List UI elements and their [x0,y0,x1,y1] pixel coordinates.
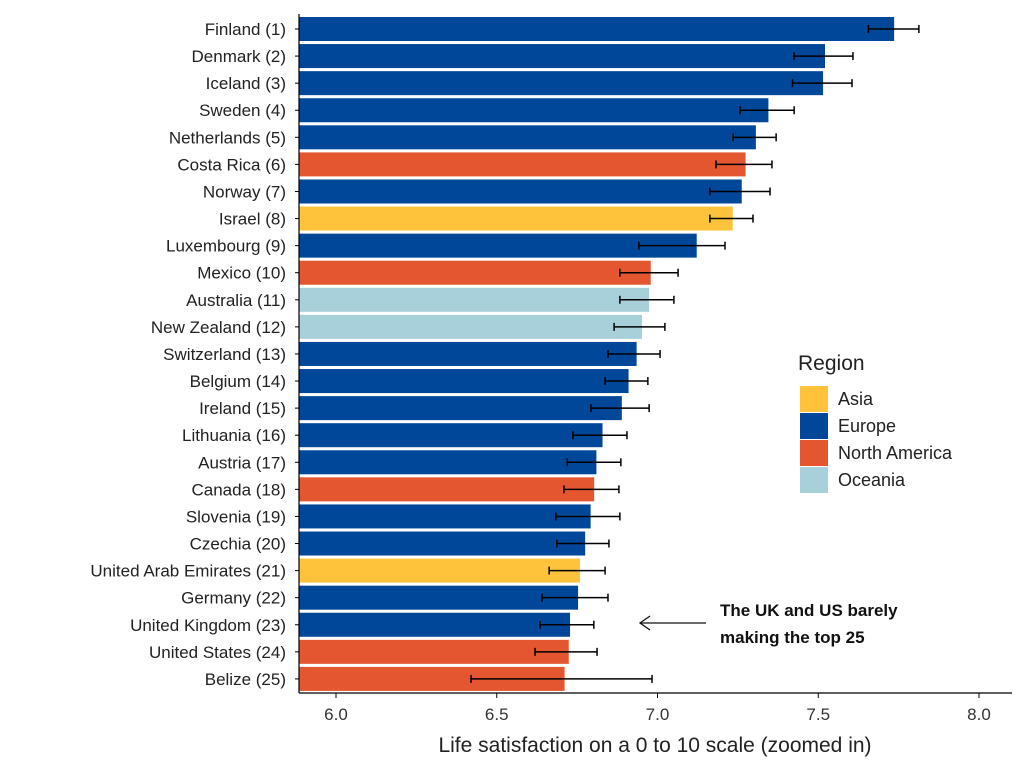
x-tick-label-1: 6.5 [485,705,509,724]
annotation-line-1: The UK and US barely [720,601,898,620]
legend-swatch-2 [800,440,828,466]
y-tick-label-1: Denmark (2) [192,47,286,66]
y-tick-label-7: Israel (8) [219,210,286,229]
y-tick-label-10: Australia (11) [186,291,286,310]
y-tick-label-2: Iceland (3) [206,74,286,93]
bar-13 [299,369,629,394]
bar-22 [299,612,571,637]
bar-21 [299,585,579,610]
bar-0 [299,17,895,41]
y-tick-label-22: United Kingdom (23) [130,616,286,635]
x-tick-label-0: 6.0 [324,705,348,724]
y-tick-label-4: Netherlands (5) [169,128,286,147]
x-tick-label-3: 7.5 [806,705,830,724]
bar-7 [299,206,733,231]
bar-9 [299,260,651,285]
bar-17 [299,477,595,502]
legend-label-3: Oceania [838,470,906,490]
bar-6 [299,179,742,204]
legend: Region Asia Europe North America Oceania [798,352,953,493]
legend-swatch-0 [800,386,828,412]
bar-11 [299,314,643,339]
y-tick-label-3: Sweden (4) [199,101,286,120]
y-tick-label-17: Canada (18) [191,480,286,499]
bar-8 [299,233,697,258]
bar-14 [299,396,622,421]
y-tick-label-21: Germany (22) [181,589,286,608]
x-axis-label: Life satisfaction on a 0 to 10 scale (zo… [438,734,871,757]
legend-swatch-3 [800,467,828,493]
bar-15 [299,423,603,448]
y-tick-label-16: Austria (17) [198,453,286,472]
bar-16 [299,450,597,475]
bar-4 [299,125,756,150]
bar-3 [299,98,769,123]
y-tick-label-6: Norway (7) [203,182,286,201]
bar-1 [299,44,826,69]
y-tick-label-11: New Zealand (12) [151,318,286,337]
legend-label-2: North America [838,443,953,463]
y-tick-label-5: Costa Rica (6) [177,155,286,174]
y-tick-label-23: United States (24) [149,643,286,662]
bar-12 [299,341,637,366]
y-tick-label-8: Luxembourg (9) [166,237,286,256]
legend-title: Region [798,352,865,375]
y-tick-label-19: Czechia (20) [190,535,286,554]
x-tick-label-4: 8.0 [967,705,991,724]
bar-2 [299,71,824,96]
y-tick-label-13: Belgium (14) [190,372,286,391]
y-tick-label-15: Lithuania (16) [182,426,286,445]
legend-swatch-1 [800,413,828,439]
y-tick-label-9: Mexico (10) [197,264,286,283]
bar-10 [299,287,650,312]
bar-5 [299,152,746,177]
bar-19 [299,531,586,556]
bar-20 [299,558,581,583]
bar-23 [299,639,569,664]
annotation: The UK and US barely making the top 25 [638,601,898,647]
y-tick-label-24: Belize (25) [205,670,286,689]
y-tick-label-20: United Arab Emirates (21) [90,562,286,581]
y-tick-label-12: Switzerland (13) [163,345,286,364]
bar-18 [299,504,591,529]
y-tick-label-14: Ireland (15) [199,399,286,418]
y-tick-label-18: Slovenia (19) [186,507,286,526]
legend-label-0: Asia [838,389,874,409]
arrowhead-icon [638,615,651,631]
x-tick-label-2: 7.0 [646,705,670,724]
annotation-line-2: making the top 25 [720,628,865,647]
legend-label-1: Europe [838,416,896,436]
y-tick-label-0: Finland (1) [205,20,286,39]
